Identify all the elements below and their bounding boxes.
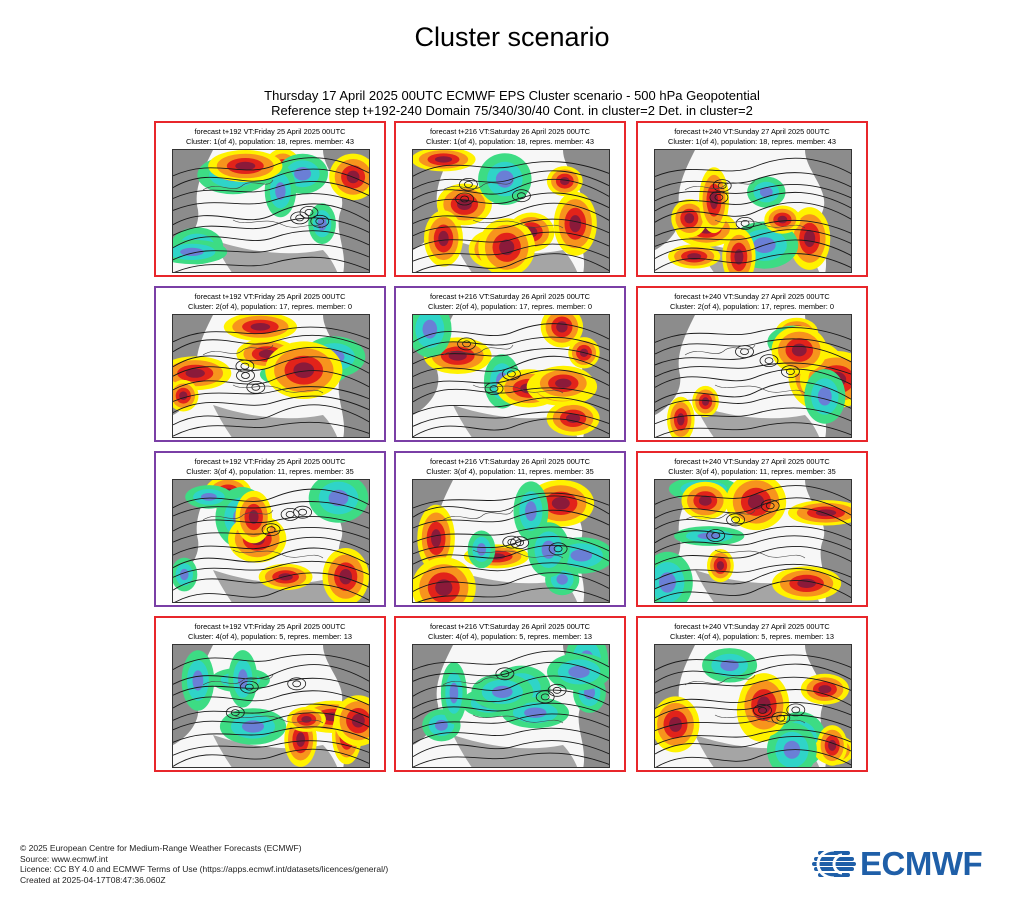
- panel-cluster-label: Cluster: 3(of 4), population: 11, repres…: [426, 467, 594, 476]
- geopotential-map: [412, 644, 610, 768]
- ecmwf-logo-icon: [812, 848, 856, 880]
- panel-cluster-label: Cluster: 1(of 4), population: 18, repres…: [425, 137, 594, 146]
- panel-title: forecast t+240 VT:Sunday 27 April 2025 0…: [638, 292, 866, 312]
- header-line-2: Reference step t+192-240 Domain 75/340/3…: [271, 103, 753, 118]
- logo-text: ECMWF: [860, 845, 983, 882]
- cluster-panel[interactable]: forecast t+240 VT:Sunday 27 April 2025 0…: [636, 286, 868, 442]
- cluster-panel[interactable]: forecast t+192 VT:Friday 25 April 2025 0…: [154, 616, 386, 772]
- panel-title: forecast t+216 VT:Saturday 26 April 2025…: [396, 622, 624, 642]
- footer-licence: Licence: CC BY 4.0 and ECMWF Terms of Us…: [20, 864, 389, 874]
- panel-forecast-label: forecast t+192 VT:Friday 25 April 2025 0…: [194, 292, 346, 301]
- panel-title: forecast t+216 VT:Saturday 26 April 2025…: [396, 292, 624, 312]
- footer-source: Source: www.ecmwf.int: [20, 853, 108, 864]
- cluster-panel[interactable]: forecast t+216 VT:Saturday 26 April 2025…: [394, 286, 626, 442]
- geopotential-map: [654, 314, 852, 438]
- geopotential-map: [654, 479, 852, 603]
- panel-title: forecast t+192 VT:Friday 25 April 2025 0…: [156, 127, 384, 147]
- panel-title: forecast t+192 VT:Friday 25 April 2025 0…: [156, 292, 384, 312]
- panel-forecast-label: forecast t+240 VT:Sunday 27 April 2025 0…: [674, 457, 830, 466]
- footer-copyright: © 2025 European Centre for Medium-Range …: [20, 843, 302, 853]
- panel-title: forecast t+192 VT:Friday 25 April 2025 0…: [156, 457, 384, 477]
- geopotential-map: [172, 314, 370, 438]
- geopotential-map: [654, 644, 852, 768]
- cluster-panel[interactable]: forecast t+240 VT:Sunday 27 April 2025 0…: [636, 616, 868, 772]
- panel-cluster-label: Cluster: 1(of 4), population: 18, repres…: [185, 137, 354, 146]
- panel-cluster-label: Cluster: 4(of 4), population: 5, repres.…: [188, 632, 352, 641]
- panel-title: forecast t+216 VT:Saturday 26 April 2025…: [396, 457, 624, 477]
- ecmwf-logo[interactable]: ECMWF: [812, 845, 983, 882]
- geopotential-map: [412, 314, 610, 438]
- panel-cluster-label: Cluster: 4(of 4), population: 5, repres.…: [670, 632, 834, 641]
- cluster-panel[interactable]: forecast t+192 VT:Friday 25 April 2025 0…: [154, 286, 386, 442]
- panel-title: forecast t+240 VT:Sunday 27 April 2025 0…: [638, 457, 866, 477]
- panel-cluster-label: Cluster: 2(of 4), population: 17, repres…: [670, 302, 834, 311]
- panel-cluster-label: Cluster: 4(of 4), population: 5, repres.…: [428, 632, 592, 641]
- geopotential-map: [172, 479, 370, 603]
- page-title: Cluster scenario: [414, 22, 610, 52]
- panel-forecast-label: forecast t+216 VT:Saturday 26 April 2025…: [429, 622, 591, 631]
- panel-cluster-label: Cluster: 2(of 4), population: 17, repres…: [428, 302, 592, 311]
- cluster-panel[interactable]: forecast t+240 VT:Sunday 27 April 2025 0…: [636, 451, 868, 607]
- geopotential-map: [172, 149, 370, 273]
- panel-forecast-label: forecast t+216 VT:Saturday 26 April 2025…: [429, 292, 591, 301]
- panel-title: forecast t+240 VT:Sunday 27 April 2025 0…: [638, 622, 866, 642]
- cluster-panel[interactable]: forecast t+240 VT:Sunday 27 April 2025 0…: [636, 121, 868, 277]
- panel-forecast-label: forecast t+216 VT:Saturday 26 April 2025…: [429, 127, 591, 136]
- panel-title: forecast t+192 VT:Friday 25 April 2025 0…: [156, 622, 384, 642]
- geopotential-map: [412, 149, 610, 273]
- geopotential-map: [654, 149, 852, 273]
- cluster-panel[interactable]: forecast t+216 VT:Saturday 26 April 2025…: [394, 121, 626, 277]
- panel-cluster-label: Cluster: 3(of 4), population: 11, repres…: [668, 467, 836, 476]
- panel-title: forecast t+216 VT:Saturday 26 April 2025…: [396, 127, 624, 147]
- cluster-panel[interactable]: forecast t+216 VT:Saturday 26 April 2025…: [394, 451, 626, 607]
- panel-cluster-label: Cluster: 2(of 4), population: 17, repres…: [188, 302, 352, 311]
- chart-header: Thursday 17 April 2025 00UTC ECMWF EPS C…: [0, 88, 1024, 118]
- panel-forecast-label: forecast t+240 VT:Sunday 27 April 2025 0…: [674, 622, 830, 631]
- geopotential-map: [172, 644, 370, 768]
- panel-forecast-label: forecast t+192 VT:Friday 25 April 2025 0…: [194, 127, 346, 136]
- cluster-panel[interactable]: forecast t+192 VT:Friday 25 April 2025 0…: [154, 451, 386, 607]
- geopotential-map: [412, 479, 610, 603]
- panel-forecast-label: forecast t+240 VT:Sunday 27 April 2025 0…: [674, 292, 830, 301]
- panel-cluster-label: Cluster: 1(of 4), population: 18, repres…: [667, 137, 836, 146]
- panel-forecast-label: forecast t+192 VT:Friday 25 April 2025 0…: [194, 622, 346, 631]
- panel-forecast-label: forecast t+240 VT:Sunday 27 April 2025 0…: [674, 127, 830, 136]
- footer: © 2025 European Centre for Medium-Range …: [20, 843, 388, 885]
- panel-forecast-label: forecast t+216 VT:Saturday 26 April 2025…: [429, 457, 591, 466]
- panel-title: forecast t+240 VT:Sunday 27 April 2025 0…: [638, 127, 866, 147]
- panel-cluster-label: Cluster: 3(of 4), population: 11, repres…: [186, 467, 354, 476]
- cluster-panel[interactable]: forecast t+216 VT:Saturday 26 April 2025…: [394, 616, 626, 772]
- panel-forecast-label: forecast t+192 VT:Friday 25 April 2025 0…: [194, 457, 346, 466]
- header-line-1: Thursday 17 April 2025 00UTC ECMWF EPS C…: [264, 88, 760, 103]
- footer-created: Created at 2025-04-17T08:47:36.060Z: [20, 874, 166, 885]
- cluster-panel[interactable]: forecast t+192 VT:Friday 25 April 2025 0…: [154, 121, 386, 277]
